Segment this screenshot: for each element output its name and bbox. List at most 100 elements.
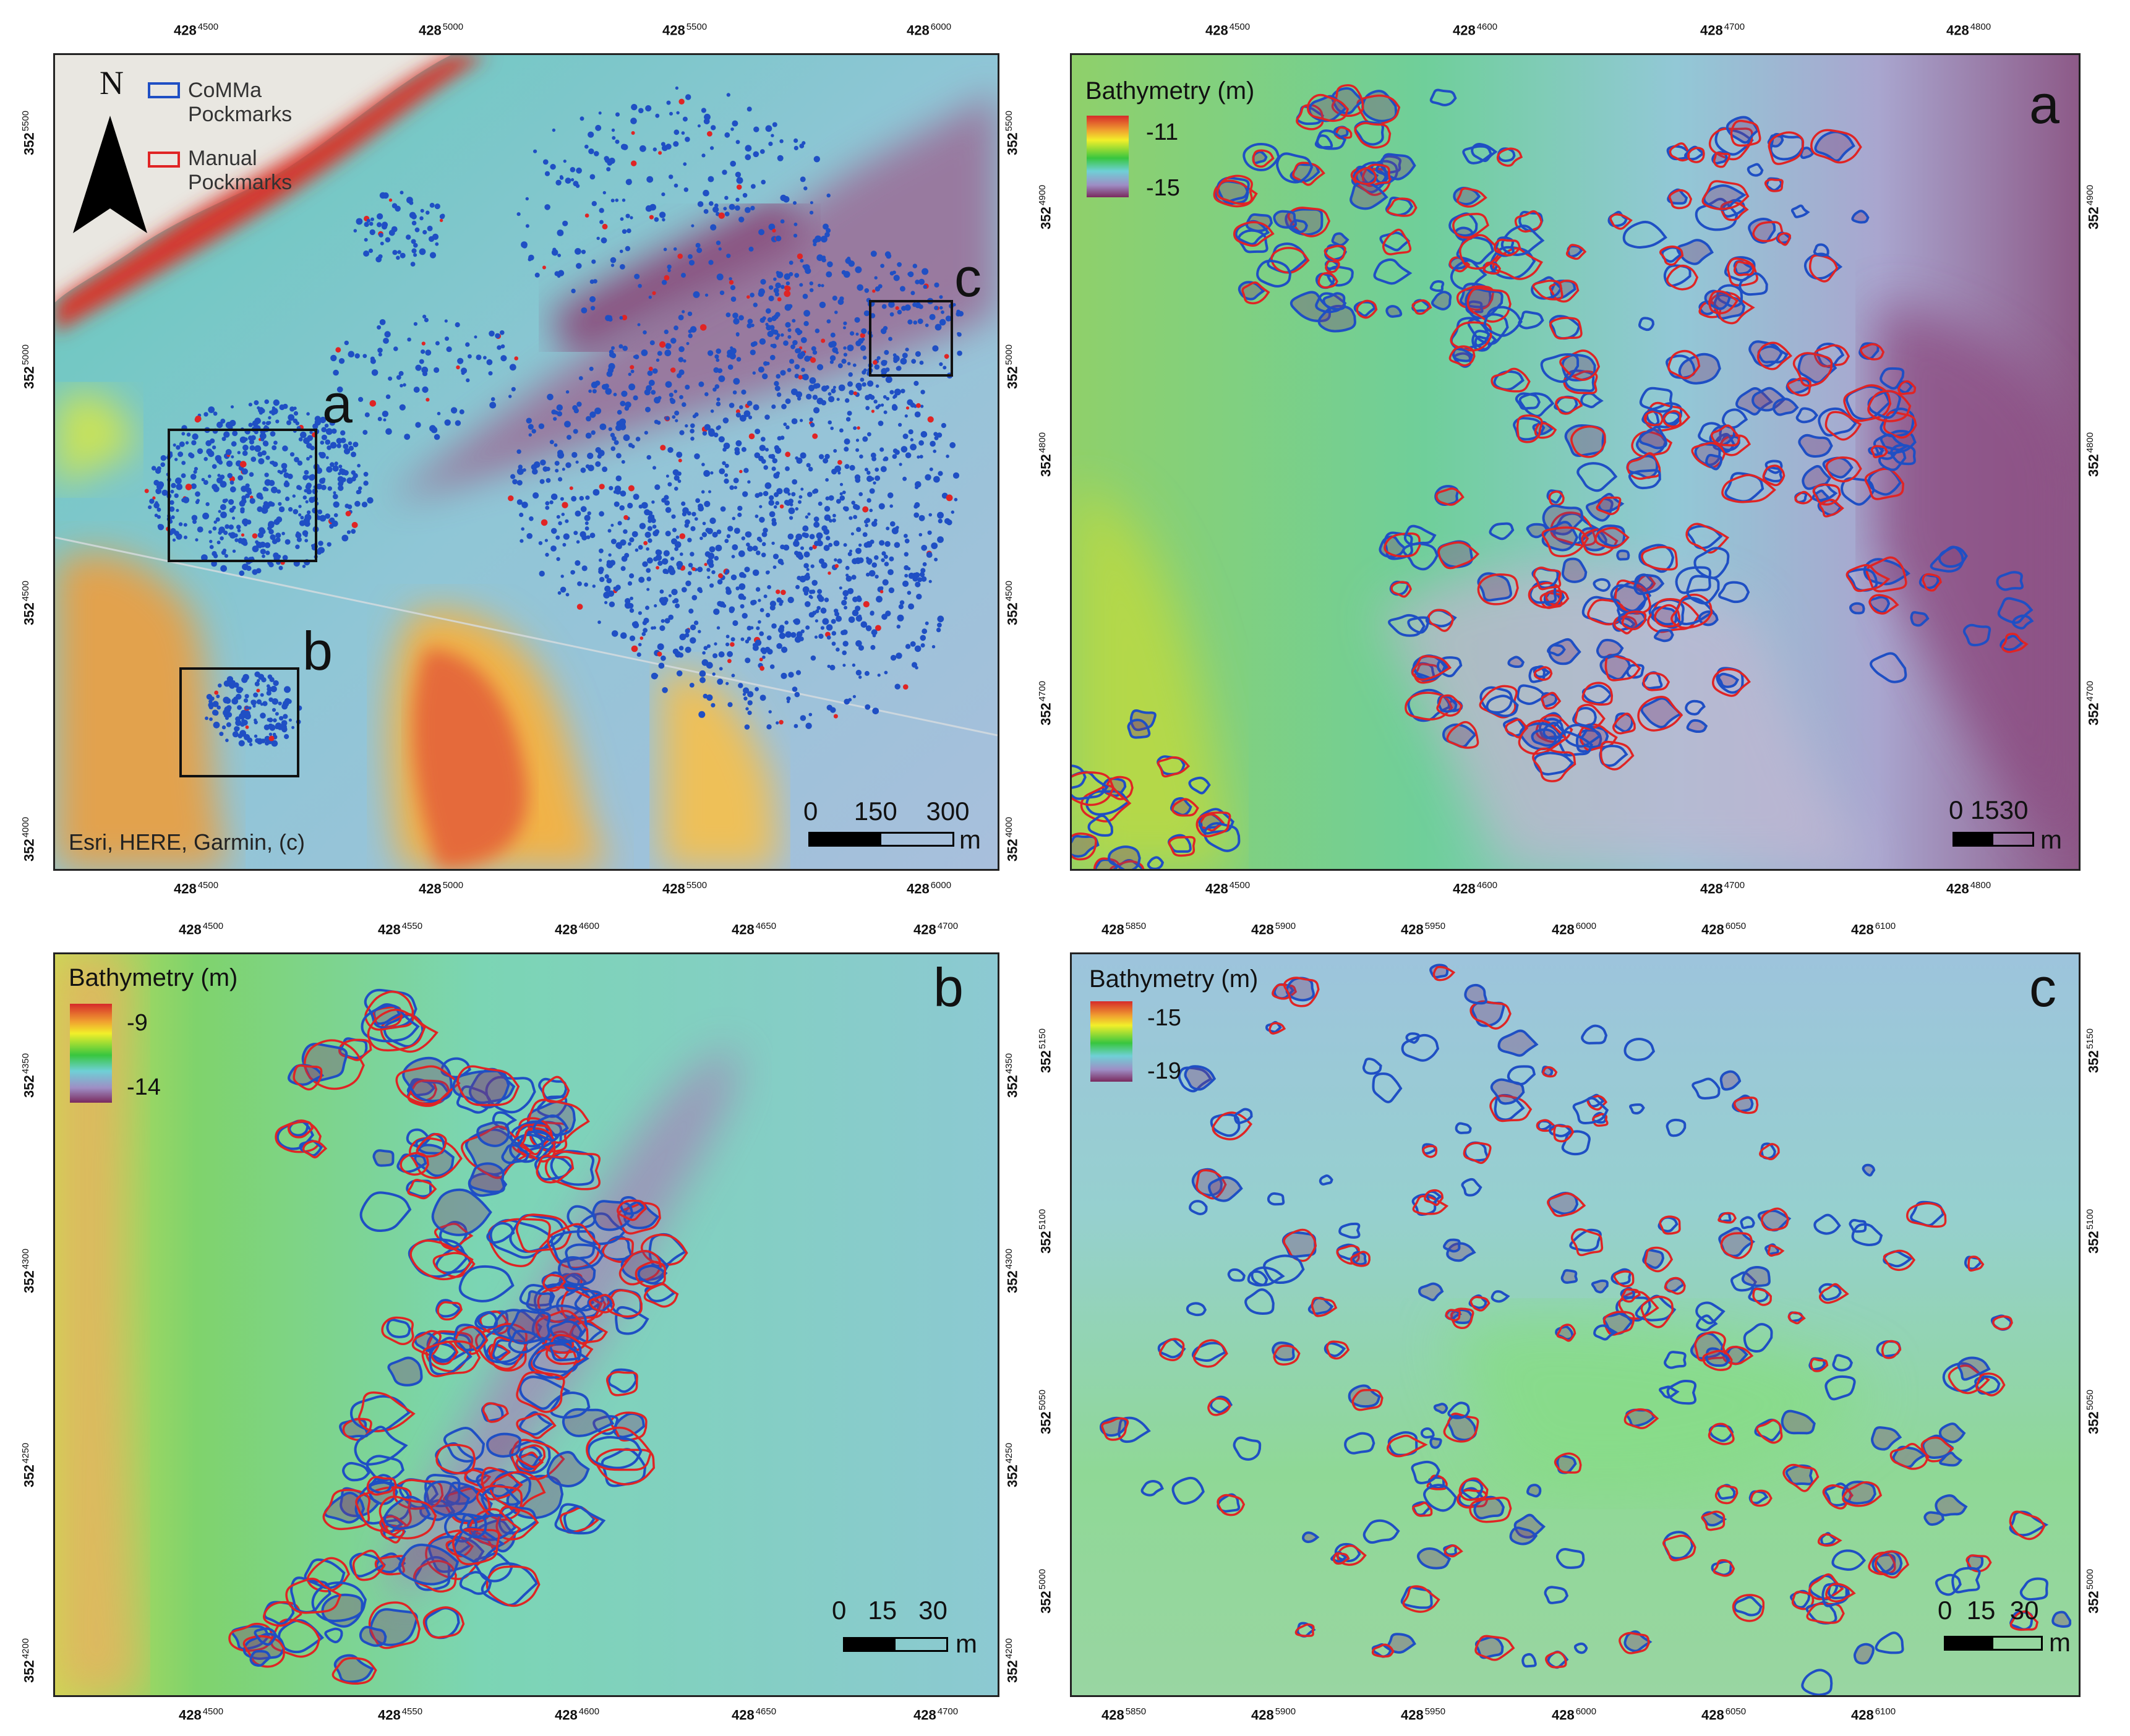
- pockmark-point: [489, 401, 497, 409]
- scale-bar-graphic: [843, 1637, 948, 1652]
- pockmark-point: [813, 242, 817, 247]
- pockmark-point: [209, 717, 213, 721]
- pockmark-point: [648, 510, 653, 516]
- pockmark-outline: [1641, 545, 1678, 571]
- pockmark-outline: [1561, 557, 1588, 583]
- pockmark-point: [213, 553, 218, 558]
- pockmark-point: [764, 482, 772, 489]
- pockmark-outline: [1490, 1078, 1525, 1105]
- pockmark-point: [573, 408, 579, 414]
- pockmark-point: [553, 417, 557, 421]
- pockmark-point: [874, 276, 878, 280]
- pockmark-point: [874, 555, 879, 560]
- pockmark-point: [726, 93, 730, 97]
- pockmark-point: [824, 232, 830, 237]
- pockmark-point: [729, 353, 736, 360]
- pockmark-point: [272, 406, 275, 410]
- pockmark-point: [830, 332, 836, 338]
- pockmark-outline: [519, 1375, 571, 1410]
- pockmark-point: [564, 421, 571, 428]
- pockmark-point: [604, 601, 608, 604]
- pockmark-point: [511, 387, 516, 391]
- pockmark-outline: [550, 1230, 596, 1263]
- pockmark-point: [785, 398, 791, 404]
- pockmark-point: [631, 160, 637, 166]
- pockmark-point: [938, 471, 943, 476]
- pockmark-point: [779, 599, 784, 604]
- pockmark-point: [670, 398, 676, 404]
- pockmark-point: [631, 131, 635, 135]
- pockmark-point: [855, 266, 862, 273]
- pockmark-point: [617, 409, 622, 415]
- pockmark-point: [615, 139, 620, 144]
- pockmark-outline: [1533, 567, 1562, 591]
- pockmark-point: [781, 589, 786, 596]
- pockmark-point: [468, 354, 472, 359]
- pockmark-point: [750, 349, 756, 356]
- pockmark-point: [831, 641, 836, 646]
- pockmark-point: [862, 382, 866, 387]
- pockmark-point: [385, 394, 391, 400]
- pockmark-point: [759, 149, 765, 154]
- pockmark-point: [860, 345, 866, 351]
- pockmark-outline: [368, 1601, 421, 1649]
- pockmark-point: [839, 482, 844, 486]
- pockmark-point: [764, 414, 770, 420]
- pockmark-point: [185, 484, 192, 490]
- pockmark-outline: [1556, 1323, 1576, 1342]
- pockmark-point: [725, 635, 730, 639]
- pockmark-point: [195, 538, 199, 542]
- pockmark-point: [608, 553, 612, 557]
- pockmark-point: [858, 386, 862, 390]
- pockmark-point: [184, 535, 187, 539]
- pockmark-point: [257, 678, 260, 683]
- pockmark-outline: [1792, 352, 1833, 387]
- pockmark-outline: [1547, 644, 1566, 657]
- overview-x-tick-bottom: 428 6000: [907, 880, 952, 897]
- pockmark-point: [306, 456, 310, 461]
- pockmark-point: [867, 432, 871, 437]
- pockmark-point: [580, 467, 586, 473]
- pockmark-point: [659, 589, 664, 594]
- pockmark-point: [785, 451, 791, 458]
- scale-bar-graphic: [1944, 1636, 2043, 1651]
- pockmark-outline: [1494, 238, 1521, 257]
- pockmark-outline: [482, 1402, 509, 1423]
- pockmark-point: [861, 328, 867, 334]
- pockmark-point: [630, 118, 637, 124]
- pockmark-point: [422, 229, 427, 235]
- pockmark-point: [843, 353, 847, 357]
- pockmark-outline: [461, 1125, 534, 1179]
- pockmark-point: [242, 733, 246, 737]
- pockmark-point: [847, 411, 852, 416]
- pockmark-point: [674, 410, 680, 416]
- pockmark-outline: [1668, 189, 1693, 210]
- pockmark-point: [703, 646, 708, 651]
- pockmark-point: [273, 680, 279, 686]
- pockmark-outline: [1429, 88, 1457, 106]
- pockmark-outline: [443, 1426, 485, 1463]
- pockmark-point: [824, 597, 829, 602]
- panel_b-y-tick-right: 3524200: [1004, 1638, 1020, 1683]
- pockmark-point: [646, 557, 653, 564]
- pockmark-point: [659, 341, 666, 348]
- pockmark-outline: [1209, 1395, 1233, 1414]
- pockmark-point: [562, 220, 568, 226]
- pockmark-outline: [1581, 1024, 1608, 1045]
- pockmark-point: [361, 502, 368, 508]
- pockmark-point: [724, 195, 729, 200]
- pockmark-point: [260, 738, 266, 743]
- panel_a-y-tick-left: 3524800: [1037, 432, 1054, 477]
- pockmark-point: [358, 486, 362, 490]
- pockmark-outline: [1642, 672, 1670, 691]
- pockmark-outline: [1306, 93, 1349, 122]
- pockmark-point: [571, 178, 575, 182]
- pockmark-outline: [1824, 411, 1862, 441]
- pockmark-point: [823, 458, 829, 464]
- pockmark-point: [724, 478, 729, 484]
- pockmark-point: [625, 246, 631, 252]
- pockmark-outline: [355, 1486, 412, 1533]
- pockmark-point: [758, 539, 763, 542]
- pockmark-outline: [1685, 523, 1730, 554]
- pockmark-point: [260, 693, 264, 697]
